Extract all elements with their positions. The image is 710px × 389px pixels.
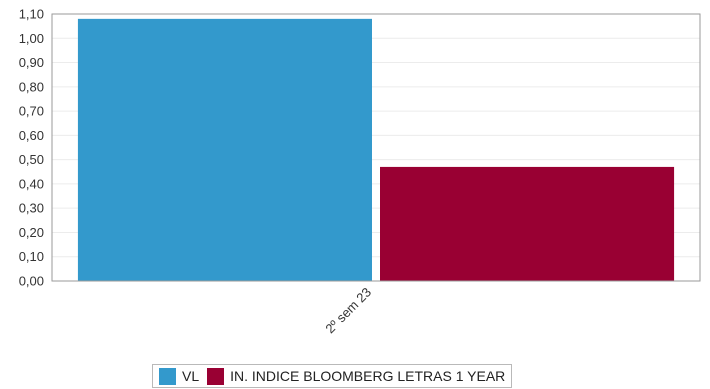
y-tick-label: 0,10 [19,249,44,264]
y-tick-label: 0,00 [19,274,44,289]
bar-chart: 0,00 0,10 0,20 0,30 0,40 0,50 0,60 0,70 0,80 0,90… [19,7,701,337]
legend-item: IN. INDICE BLOOMBERG LETRAS 1 YEAR [207,367,506,385]
y-tick-label: 0,90 [19,55,44,70]
y-axis-ticks: 0,00 0,10 0,20 0,30 0,40 0,50 0,60 0,70 0,80 0,90… [19,7,44,289]
y-tick-label: 0,20 [19,225,44,240]
legend-item: VL [159,367,200,385]
legend-label: VL [182,368,200,384]
y-tick-label: 1,10 [19,7,44,22]
plot-frame [51,13,701,282]
x-axis-categories: 2º sem 23 [322,285,374,337]
legend-swatch [207,367,225,385]
bar-vl [77,18,373,281]
y-tick-label: 0,70 [19,104,44,119]
y-tick-label: 0,60 [19,128,44,143]
y-tick-label: 0,50 [19,152,44,167]
y-tick-label: 1,00 [19,31,44,46]
legend-label: IN. INDICE BLOOMBERG LETRAS 1 YEAR [230,368,506,384]
bars [77,18,675,281]
y-tick-label: 0,30 [19,201,44,216]
legend-swatch [159,367,176,385]
x-category-label: 2º sem 23 [322,285,374,337]
y-tick-label: 0,40 [19,176,44,191]
bar-bloomberg-letras [380,166,675,281]
legend: VL IN. INDICE BLOOMBERG LETRAS 1 YEAR [152,364,513,388]
y-tick-label: 0,80 [19,79,44,94]
